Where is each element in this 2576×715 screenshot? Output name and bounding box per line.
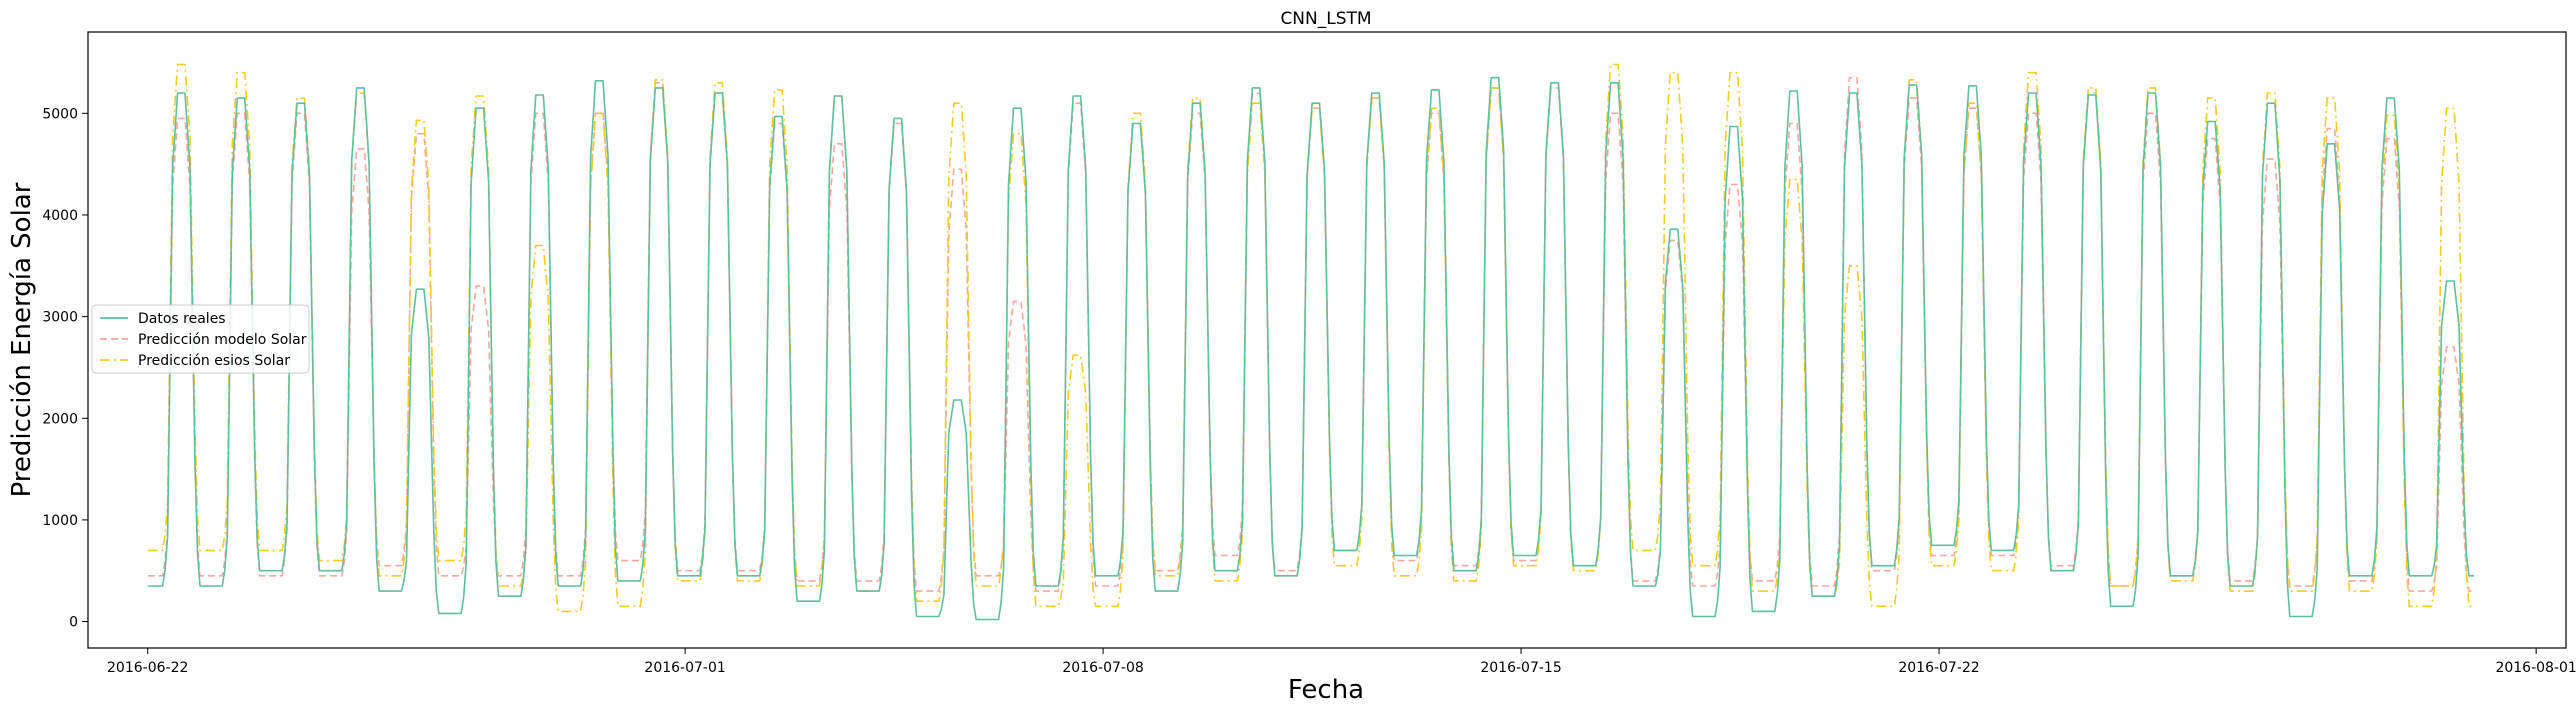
legend-box [91, 304, 310, 374]
x-tick-label: 2016-07-01 [644, 660, 725, 676]
y-tick-label: 0 [69, 615, 78, 631]
x-tick-label: 2016-08-01 [2495, 660, 2576, 676]
legend-label-prediccion-modelo: Predicción modelo Solar [138, 332, 307, 348]
legend-label-prediccion-esios: Predicción esios Solar [138, 353, 290, 369]
x-tick-label: 2016-07-22 [1898, 660, 1979, 676]
x-tick-label: 2016-06-22 [107, 660, 188, 676]
x-tick-label: 2016-07-08 [1062, 660, 1143, 676]
chart-title: CNN_LSTM [1280, 9, 1371, 29]
x-tick-label: 2016-07-15 [1480, 660, 1561, 676]
y-tick-label: 2000 [42, 411, 78, 427]
legend: Datos reales Predicción modelo Solar Pre… [91, 304, 310, 374]
y-tick-label: 5000 [42, 106, 78, 122]
y-tick-label: 1000 [42, 513, 78, 529]
y-axis-title: Predicción Energía Solar [7, 182, 37, 497]
y-tick-label: 4000 [42, 208, 78, 224]
plot-frame [87, 31, 2567, 649]
series-line-0 [147, 76, 2474, 621]
y-tick-label: 3000 [42, 310, 78, 326]
x-axis-title: Fecha [1288, 675, 1364, 705]
legend-label-datos-reales: Datos reales [138, 311, 226, 327]
